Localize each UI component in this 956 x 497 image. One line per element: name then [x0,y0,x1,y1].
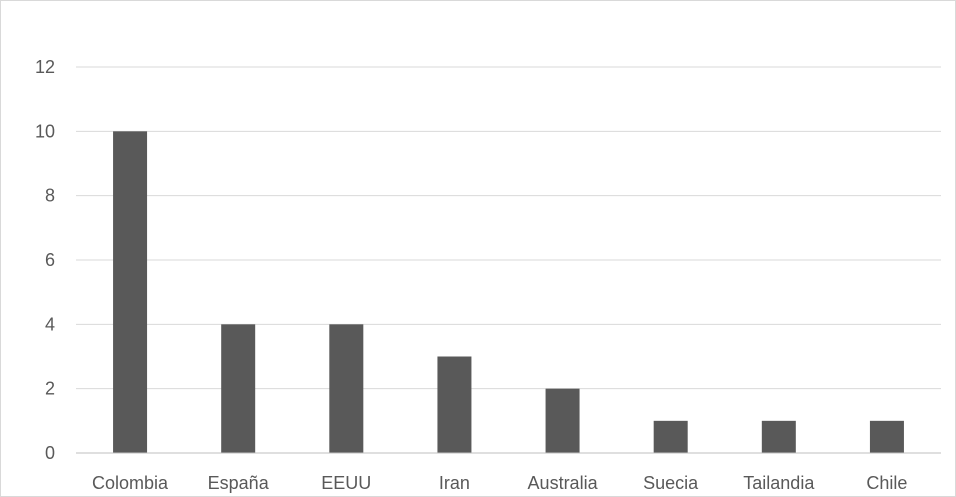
x-tick-label: Suecia [643,473,699,493]
bars [113,131,904,454]
y-tick-label: 6 [45,250,55,270]
bar [869,420,904,453]
gridlines [76,66,941,390]
y-tick-label: 0 [45,443,55,463]
y-tick-label: 2 [45,379,55,399]
bar [653,420,688,453]
x-tick-label: Iran [439,473,470,493]
y-tick-label: 4 [45,314,55,334]
y-axis-tick-labels: 0 2 4 6 8 10 12 [35,57,55,463]
x-tick-label: Australia [528,473,599,493]
bar [221,324,256,453]
x-tick-label: Chile [866,473,907,493]
bar [437,356,472,453]
x-axis-tick-labels: Colombia España EEUU Iran Australia Suecia Tai… [92,473,907,493]
bar [113,131,148,454]
x-tick-label: Tailandia [743,473,815,493]
x-tick-label: EEUU [321,473,371,493]
y-tick-label: 12 [35,57,55,77]
bar [329,324,364,453]
y-tick-label: 8 [45,186,55,206]
bar [545,388,580,453]
bar [761,420,796,453]
x-tick-label: España [208,473,270,493]
y-tick-label: 10 [35,121,55,141]
x-tick-label: Colombia [92,473,169,493]
